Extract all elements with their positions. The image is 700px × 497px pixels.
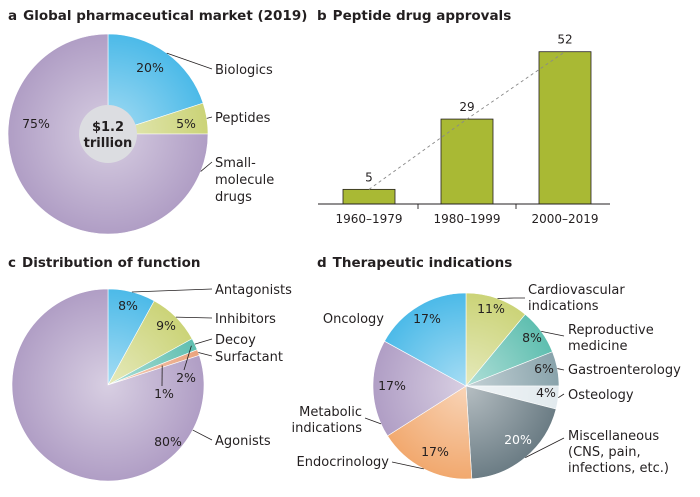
panel-a-center-unit: trillion bbox=[84, 136, 133, 151]
panel-d-pie-shading bbox=[373, 293, 559, 479]
panel-d-label-cardiovascular-indications-pct: 11% bbox=[477, 301, 505, 316]
panel-d-label-miscellaneous-cns-pain-infections-etc-pct: 20% bbox=[504, 432, 532, 447]
panel-a-label-biologics-pct: 20% bbox=[136, 60, 164, 75]
panel-b-bar-2 bbox=[538, 51, 592, 205]
panel-c-leader-inhibitors bbox=[175, 316, 213, 319]
panel-a-label-peptides: Peptides bbox=[215, 111, 271, 126]
panel-c-leader-decoy bbox=[194, 338, 213, 345]
panel-d-label-osteology-pct: 4% bbox=[536, 385, 556, 400]
panel-c-pie-shading bbox=[12, 289, 204, 481]
panel-a-title: a Global pharmaceutical market (2019) bbox=[8, 8, 307, 24]
panel-d-letter: d bbox=[317, 255, 327, 271]
panel-a-leader-peptides bbox=[206, 116, 213, 119]
panel-c-label-decoy: Decoy bbox=[215, 333, 256, 348]
panel-a-center-circle bbox=[79, 105, 137, 163]
panel-a: a Global pharmaceutical market (2019) $1.… bbox=[7, 8, 307, 235]
panel-d-leader-osteology bbox=[558, 393, 565, 398]
panel-b-category-label-2: 2000–2019 bbox=[531, 212, 598, 226]
panel-b-trend-line bbox=[368, 51, 566, 190]
panel-c-pie: 8% 9% 2%1% 80% Antagonists Inhibitors Decoy Sur… bbox=[11, 283, 292, 482]
panel-d-label-endocrinology-pct: 17% bbox=[421, 444, 449, 459]
panel-d-label-reproductive: Reproductive medicine bbox=[568, 323, 654, 354]
panel-b: b Peptide drug approvals 5 1960–1979 29 1980… bbox=[317, 8, 610, 226]
panel-d-leader-reproductive bbox=[541, 330, 565, 337]
panel-c-leader-antagonists bbox=[131, 288, 213, 293]
panel-c-label-inhibitors-pct: 9% bbox=[156, 318, 176, 333]
panel-a-label-peptides-pct: 5% bbox=[176, 116, 196, 131]
panel-c: c Distribution of function 8% 9% 2%1% 80% Ant… bbox=[8, 255, 292, 482]
panel-c-pointer-decoy-pct bbox=[183, 345, 192, 371]
panel-c-label-antagonists-pct: 8% bbox=[118, 298, 138, 313]
panel-a-center-value: $1.2 bbox=[92, 120, 124, 135]
panel-c-label-decoy-pct: 2% bbox=[176, 370, 196, 385]
panel-d-label-endocrinology: Endocrinology bbox=[297, 455, 390, 470]
panel-d-label-osteology: Osteology bbox=[568, 388, 634, 403]
panel-d-label-miscellaneous: Miscellaneous (CNS, pain, infections, etc.… bbox=[568, 429, 669, 476]
panel-a-leader-small-molecule bbox=[200, 161, 213, 172]
panel-b-title: b Peptide drug approvals bbox=[317, 8, 511, 24]
panel-c-label-antagonists: Antagonists bbox=[215, 283, 292, 298]
panel-b-value-label-2: 52 bbox=[557, 33, 572, 47]
panel-a-leader-biologics bbox=[166, 52, 213, 70]
panel-b-bar-chart: 5 1960–1979 29 1980–1999 52 2000–2019 bbox=[318, 33, 610, 226]
panel-c-letter: c bbox=[8, 255, 16, 271]
panel-b-value-label-1: 29 bbox=[459, 100, 474, 114]
panel-d-label-reproductive-medicine-pct: 8% bbox=[522, 330, 542, 345]
panel-d-label-gastroenterology-pct: 6% bbox=[534, 361, 554, 376]
panel-d-label-cardiovascular: Cardiovascular indications bbox=[528, 283, 625, 314]
panel-d: d Therapeutic indications 11% 8% 6% 4% 20% 17%… bbox=[291, 255, 681, 480]
panel-d-leader-miscellaneous bbox=[525, 437, 565, 459]
panel-c-label-surfactant-pct: 1% bbox=[154, 386, 174, 401]
panel-a-letter: a bbox=[8, 8, 17, 24]
panel-d-label-metabolic-indications-pct: 17% bbox=[378, 378, 406, 393]
panel-d-title: d Therapeutic indications bbox=[317, 255, 512, 271]
panel-b-letter: b bbox=[317, 8, 327, 24]
panel-c-label-agonists-pct: 80% bbox=[154, 434, 182, 449]
panel-c-label-surfactant: Surfactant bbox=[215, 350, 283, 365]
panel-d-label-oncology: Oncology bbox=[323, 312, 384, 327]
panel-b-value-label-0: 5 bbox=[365, 170, 373, 184]
panel-b-bar-1 bbox=[440, 118, 494, 205]
panel-d-label-oncology-pct: 17% bbox=[413, 311, 441, 326]
panel-d-pie: 11% 8% 6% 4% 20% 17% 17% 17% Cardiovascular indic… bbox=[291, 283, 681, 480]
panel-a-label-small-molecule-pct: 75% bbox=[22, 116, 50, 131]
panel-b-category-label-1: 1980–1999 bbox=[433, 212, 500, 226]
panel-b-category-label-0: 1960–1979 bbox=[335, 212, 402, 226]
panel-c-leader-agonists bbox=[192, 429, 213, 441]
panel-c-title: c Distribution of function bbox=[8, 255, 200, 271]
panel-c-leader-surfactant bbox=[198, 352, 213, 357]
panel-d-label-metabolic: Metabolic indications bbox=[291, 405, 362, 436]
panel-d-leader-metabolic bbox=[364, 417, 382, 425]
panel-c-label-agonists: Agonists bbox=[215, 434, 271, 449]
panel-d-leader-gastroenterology bbox=[557, 368, 565, 371]
panel-a-label-small-molecule: Small-molecule drugs bbox=[215, 156, 274, 205]
panel-c-label-inhibitors: Inhibitors bbox=[215, 312, 276, 327]
panel-d-leader-endocrinology bbox=[391, 461, 424, 470]
panel-b-bar-0 bbox=[342, 188, 396, 205]
panel-a-label-biologics: Biologics bbox=[215, 63, 273, 78]
panel-d-label-gastroenterology: Gastroenterology bbox=[568, 363, 681, 378]
